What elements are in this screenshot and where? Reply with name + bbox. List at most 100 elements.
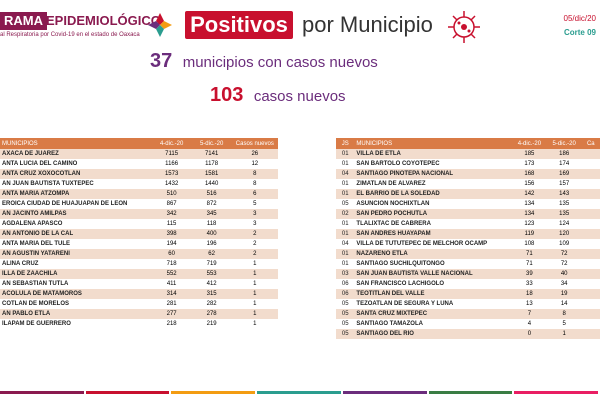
count-cell: 1 xyxy=(546,329,582,339)
count-cell: 185 xyxy=(511,149,547,159)
count-cell: 71 xyxy=(511,259,547,269)
count-cell: 4 xyxy=(511,319,547,329)
casos-summary: 103 casos nuevos xyxy=(210,84,346,107)
table-row: ALINA CRUZ 718 719 1 xyxy=(0,259,278,269)
table-row: 06 SAN FRANCISCO LACHIGOLO 33 34 xyxy=(336,279,600,289)
municipio-name: COTLAN DE MORELOS xyxy=(0,299,152,309)
count-cell: 552 xyxy=(151,269,192,279)
footer-color-segment xyxy=(85,391,170,394)
count-cell: 18 xyxy=(511,289,547,299)
casos-nuevos-cell xyxy=(581,259,600,269)
count-cell: 118 xyxy=(191,219,232,229)
municipio-name: SAN JUAN BAUTISTA VALLE NACIONAL xyxy=(354,269,512,279)
casos-nuevos-cell xyxy=(581,309,600,319)
count-cell: 135 xyxy=(546,199,582,209)
count-cell: 1166 xyxy=(151,159,192,169)
municipios-count: 37 xyxy=(150,50,173,72)
table-row: 04 SANTIAGO PINOTEPA NACIONAL 168 169 xyxy=(336,169,600,179)
table-row: AN ANTONIO DE LA CAL 398 400 2 xyxy=(0,229,278,239)
count-cell: 124 xyxy=(546,219,582,229)
footer-color-segment xyxy=(257,391,341,394)
table-row: 05 TEZOATLAN DE SEGURA Y LUNA 13 14 xyxy=(336,299,600,309)
casos-count: 103 xyxy=(210,84,244,106)
table-row: 04 VILLA DE TUTUTEPEC DE MELCHOR OCAMP 108… xyxy=(336,239,600,249)
jurisdiccion-code: 05 xyxy=(336,309,355,319)
jurisdiccion-code: 02 xyxy=(336,209,355,219)
table-row: 01 ZIMATLAN DE ALVAREZ 156 157 xyxy=(336,179,600,189)
count-cell: 7 xyxy=(511,309,547,319)
count-cell: 510 xyxy=(151,189,192,199)
table-row: 02 SAN PEDRO POCHUTLA 134 135 xyxy=(336,209,600,219)
col-header-5dic: 5-dic.-20 xyxy=(191,138,232,149)
table-row: AN PABLO ETLA 277 278 1 xyxy=(0,309,278,319)
brand-block: RAMA EPIDEMIOLÓGICO al Respiratoria por … xyxy=(0,6,161,38)
count-cell: 398 xyxy=(151,229,192,239)
municipios-summary: 37 municipios con casos nuevos xyxy=(150,50,378,73)
brand-tag: RAMA xyxy=(0,12,47,30)
count-cell: 142 xyxy=(511,189,547,199)
table-row: ILAPAM DE GUERRERO 218 219 1 xyxy=(0,319,278,329)
casos-nuevos-cell: 3 xyxy=(231,219,278,229)
count-cell: 277 xyxy=(151,309,192,319)
count-cell: 174 xyxy=(546,159,582,169)
casos-nuevos-cell xyxy=(581,209,600,219)
casos-nuevos-cell xyxy=(581,219,600,229)
municipio-name: ALINA CRUZ xyxy=(0,259,152,269)
count-cell: 33 xyxy=(511,279,547,289)
municipio-name: SAN PEDRO POCHUTLA xyxy=(354,209,512,219)
table-row: 03 SAN JUAN BAUTISTA VALLE NACIONAL 39 40 xyxy=(336,269,600,279)
municipio-name: AXACA DE JUAREZ xyxy=(0,149,152,159)
municipio-name: AN ANTONIO DE LA CAL xyxy=(0,229,152,239)
count-cell: 19 xyxy=(546,289,582,299)
casos-nuevos-cell xyxy=(581,269,600,279)
count-cell: 412 xyxy=(191,279,232,289)
count-cell: 719 xyxy=(191,259,232,269)
count-cell: 40 xyxy=(546,269,582,279)
count-cell: 134 xyxy=(511,209,547,219)
count-cell: 134 xyxy=(511,199,547,209)
count-cell: 39 xyxy=(511,269,547,279)
casos-nuevos-cell: 1 xyxy=(231,299,278,309)
footer-color-segment xyxy=(0,391,84,394)
table-row: 05 SANTIAGO TAMAZOLA 4 5 xyxy=(336,319,600,329)
count-cell: 1178 xyxy=(191,159,232,169)
casos-nuevos-cell: 8 xyxy=(231,169,278,179)
casos-nuevos-cell xyxy=(581,289,600,299)
count-cell: 143 xyxy=(546,189,582,199)
count-cell: 1440 xyxy=(191,179,232,189)
casos-nuevos-cell: 3 xyxy=(231,209,278,219)
municipio-name: AN JUAN BAUTISTA TUXTEPEC xyxy=(0,179,152,189)
count-cell: 718 xyxy=(151,259,192,269)
jurisdiccion-code: 04 xyxy=(336,239,355,249)
col-header-5dic: 5-dic.-20 xyxy=(546,138,582,149)
col-header-casos: Ca xyxy=(581,138,600,149)
count-cell: 13 xyxy=(511,299,547,309)
footer-color-bar xyxy=(0,384,600,400)
casos-nuevos-cell xyxy=(581,249,600,259)
left-municipios-table: MUNICIPIOS 4-dic.-20 5-dic.-20 Casos nue… xyxy=(0,138,278,329)
virus-icon xyxy=(448,11,480,43)
count-cell: 553 xyxy=(191,269,232,279)
casos-nuevos-cell xyxy=(581,329,600,339)
casos-nuevos-cell: 1 xyxy=(231,269,278,279)
table-row: 01 SAN ANDRES HUAYAPAM 119 120 xyxy=(336,229,600,239)
table-row: EROICA CIUDAD DE HUAJUAPAN DE LEON 867 872… xyxy=(0,199,278,209)
count-cell: 156 xyxy=(511,179,547,189)
municipio-name: EROICA CIUDAD DE HUAJUAPAN DE LEON xyxy=(0,199,152,209)
municipio-name: SAN ANDRES HUAYAPAM xyxy=(354,229,512,239)
col-header-municipios: MUNICIPIOS xyxy=(0,138,152,149)
count-cell: 516 xyxy=(191,189,232,199)
count-cell: 169 xyxy=(546,169,582,179)
count-cell: 173 xyxy=(511,159,547,169)
jurisdiccion-code: 01 xyxy=(336,149,355,159)
table-row: 01 EL BARRIO DE LA SOLEDAD 142 143 xyxy=(336,189,600,199)
count-cell: 218 xyxy=(151,319,192,329)
jurisdiccion-code: 05 xyxy=(336,329,355,339)
jurisdiccion-code: 04 xyxy=(336,169,355,179)
municipio-name: ILLA DE ZAACHILA xyxy=(0,269,152,279)
municipio-name: AN JACINTO AMILPAS xyxy=(0,209,152,219)
oaxaca-logo-icon xyxy=(148,13,172,37)
municipio-name: EL BARRIO DE LA SOLEDAD xyxy=(354,189,512,199)
municipio-name: TEOTITLAN DEL VALLE xyxy=(354,289,512,299)
casos-nuevos-cell: 6 xyxy=(231,189,278,199)
